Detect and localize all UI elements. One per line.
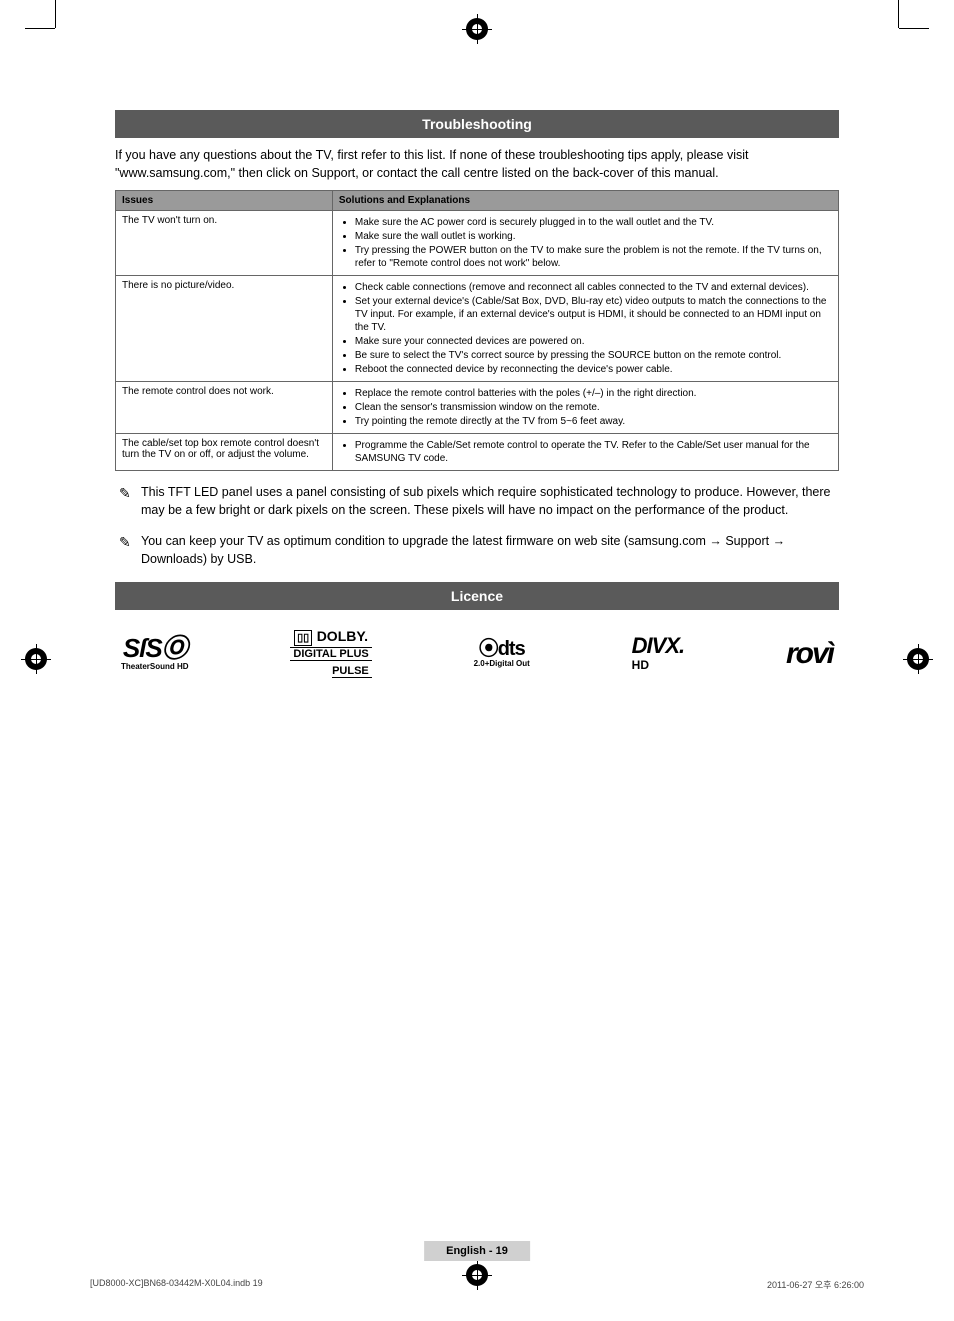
dolby-squares-icon: ▯▯ (294, 630, 312, 646)
footer-timestamp: 2011-06-27 오후 6:26:00 (767, 1278, 864, 1291)
solution-cell: Programme the Cable/Set remote control t… (332, 434, 838, 471)
crop-mark (55, 0, 56, 28)
srs-logo: SſSⓄ TheaterSound HD (121, 634, 189, 671)
solution-cell: Replace the remote control batteries wit… (332, 382, 838, 434)
list-item: Be sure to select the TV's correct sourc… (355, 349, 832, 362)
table-row: The cable/set top box remote control doe… (116, 434, 839, 471)
solution-cell: Make sure the AC power cord is securely … (332, 211, 838, 276)
col-solutions: Solutions and Explanations (332, 191, 838, 211)
crop-mark (25, 28, 55, 29)
list-item: Try pressing the POWER button on the TV … (355, 244, 832, 270)
divx-logo-text: DIVX. (632, 634, 684, 658)
table-row: The remote control does not work. Replac… (116, 382, 839, 434)
issue-cell: The cable/set top box remote control doe… (116, 434, 333, 471)
issue-cell: The TV won't turn on. (116, 211, 333, 276)
col-issues: Issues (116, 191, 333, 211)
troubleshooting-table: Issues Solutions and Explanations The TV… (115, 190, 839, 471)
issue-cell: There is no picture/video. (116, 276, 333, 382)
rovi-logo: rovì (786, 637, 833, 670)
table-row: The TV won't turn on. Make sure the AC p… (116, 211, 839, 276)
issue-cell: The remote control does not work. (116, 382, 333, 434)
dolby-pulse: PULSE (332, 665, 372, 678)
srs-logo-text: SſSⓄ (121, 634, 189, 663)
solution-cell: Check cable connections (remove and reco… (332, 276, 838, 382)
divx-logo: DIVX. HD (632, 634, 684, 671)
dts-logo-sub: 2.0+Digital Out (474, 660, 530, 669)
dts-logo-text: ⦿dts (474, 638, 530, 660)
registration-mark-icon (25, 648, 47, 670)
list-item: Make sure the AC power cord is securely … (355, 216, 832, 229)
list-item: Reboot the connected device by reconnect… (355, 363, 832, 376)
dolby-digital-plus: DIGITAL PLUS (290, 647, 371, 661)
troubleshooting-intro: If you have any questions about the TV, … (115, 146, 839, 182)
dts-logo: ⦿dts 2.0+Digital Out (474, 638, 530, 669)
licence-logo-row: SſSⓄ TheaterSound HD ▯▯ DOLBY. DIGITAL P… (115, 628, 839, 679)
crop-mark (898, 0, 899, 28)
srs-logo-sub: TheaterSound HD (121, 663, 189, 672)
print-footer: [UD8000-XC]BN68-03442M-X0L04.indb 19 201… (90, 1278, 864, 1291)
registration-mark-icon (466, 18, 488, 40)
footer-filename: [UD8000-XC]BN68-03442M-X0L04.indb 19 (90, 1278, 263, 1291)
list-item: Programme the Cable/Set remote control t… (355, 439, 832, 465)
troubleshooting-heading: Troubleshooting (115, 110, 839, 138)
list-item: Clean the sensor's transmission window o… (355, 401, 832, 414)
note-firmware: You can keep your TV as optimum conditio… (115, 532, 839, 568)
list-item: Set your external device's (Cable/Sat Bo… (355, 295, 832, 334)
list-item: Try pointing the remote directly at the … (355, 415, 832, 428)
dolby-logo-text: DOLBY. (317, 628, 368, 644)
dolby-logo: ▯▯ DOLBY. DIGITAL PLUS PULSE (290, 628, 371, 679)
crop-mark (899, 28, 929, 29)
licence-heading: Licence (115, 582, 839, 610)
list-item: Make sure the wall outlet is working. (355, 230, 832, 243)
page-number-badge: English - 19 (424, 1241, 530, 1261)
note-tft: This TFT LED panel uses a panel consisti… (115, 483, 839, 519)
list-item: Make sure your connected devices are pow… (355, 335, 832, 348)
registration-mark-icon (907, 648, 929, 670)
list-item: Check cable connections (remove and reco… (355, 281, 832, 294)
page-content: Troubleshooting If you have any question… (115, 110, 839, 679)
divx-hd: HD (632, 659, 684, 672)
table-row: There is no picture/video. Check cable c… (116, 276, 839, 382)
list-item: Replace the remote control batteries wit… (355, 387, 832, 400)
